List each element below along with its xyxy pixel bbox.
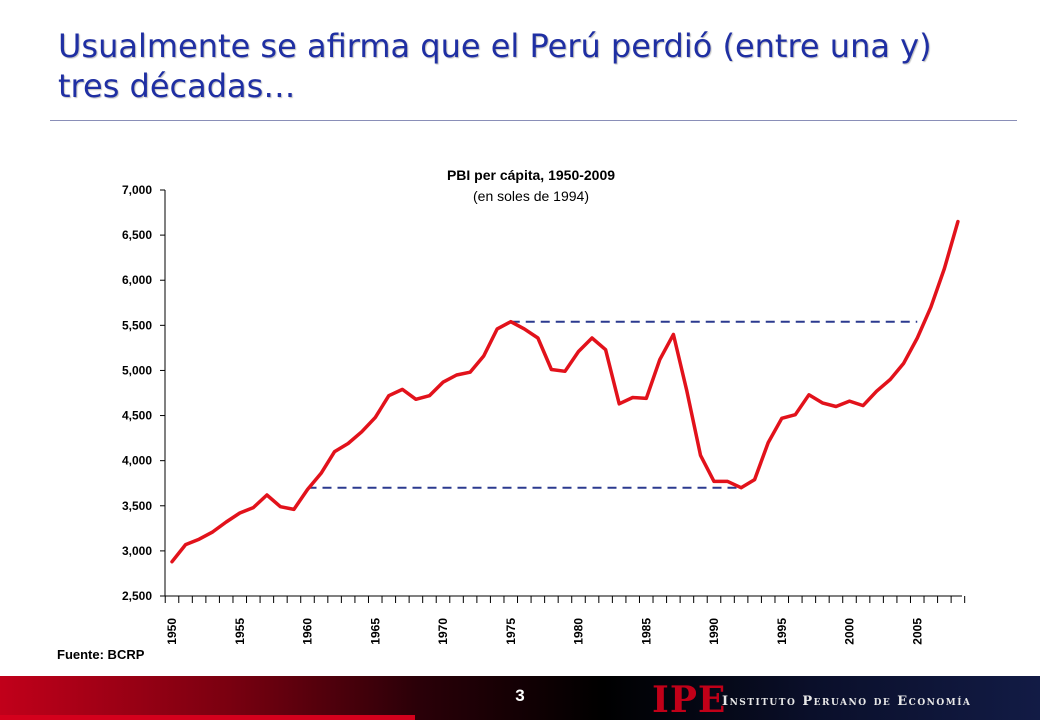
chart-axes: 7,000 6,500 6,000 5,500 5,000 4,500 4,000 3,500… bbox=[122, 183, 966, 645]
y-tick-label: 7,000 bbox=[122, 183, 152, 197]
y-tick-label: 5,000 bbox=[122, 363, 152, 377]
x-tick-label: 1950 bbox=[165, 618, 179, 645]
source-note: Fuente: BCRP bbox=[57, 647, 145, 662]
chart-title: PBI per cápita, 1950-2009 bbox=[447, 167, 615, 183]
gdp-per-capita-chart: PBI per cápita, 1950-2009 (en soles de 1… bbox=[122, 167, 966, 645]
slide-title: Usualmente se afirma que el Perú perdió … bbox=[58, 27, 932, 105]
x-tick-label: 1970 bbox=[436, 618, 450, 645]
series-line bbox=[170, 219, 960, 564]
chart-subtitle: (en soles de 1994) bbox=[473, 188, 589, 204]
series-layer bbox=[170, 219, 960, 564]
x-tick-label: 2000 bbox=[843, 618, 857, 645]
page-number: 3 bbox=[515, 686, 525, 705]
x-tick-label: 1995 bbox=[775, 618, 789, 645]
x-tick-label: 1980 bbox=[572, 618, 586, 645]
y-tick-label: 2,500 bbox=[122, 589, 152, 603]
y-tick-label: 4,000 bbox=[122, 454, 152, 468]
x-tick-label: 2005 bbox=[910, 618, 924, 645]
y-tick-label: 4,500 bbox=[122, 409, 152, 423]
y-tick-label: 5,500 bbox=[122, 318, 152, 332]
x-tick-label: 1990 bbox=[707, 618, 721, 645]
y-tick-label: 3,000 bbox=[122, 544, 152, 558]
y-tick-label: 6,500 bbox=[122, 228, 152, 242]
reference-lines bbox=[307, 320, 918, 489]
x-tick-label: 1985 bbox=[639, 618, 653, 645]
x-tick-label: 1975 bbox=[504, 618, 518, 645]
y-tick-label: 3,500 bbox=[122, 499, 152, 513]
footer-accent-line bbox=[0, 715, 415, 720]
x-tick-label: 1960 bbox=[301, 618, 315, 645]
ipe-logo: IPE bbox=[652, 679, 727, 721]
y-tick-label: 6,000 bbox=[122, 273, 152, 287]
title-divider bbox=[50, 120, 1017, 121]
footer-bar bbox=[0, 676, 1040, 720]
x-tick-label: 1955 bbox=[233, 618, 247, 645]
x-tick-label: 1965 bbox=[368, 618, 382, 645]
institute-name: Instituto Peruano de Economía bbox=[722, 694, 972, 709]
